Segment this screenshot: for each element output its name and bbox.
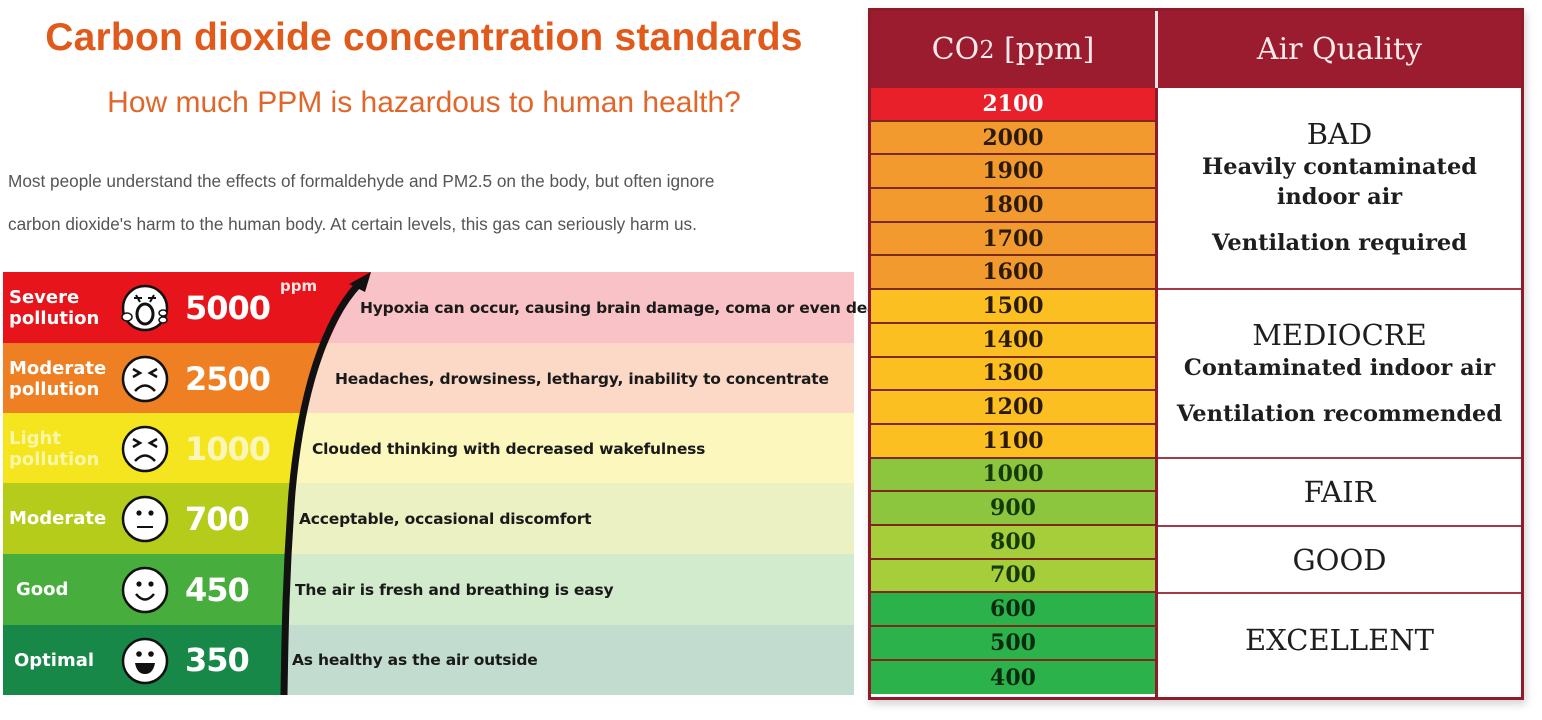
quality-grade: MEDIOCRE <box>1252 317 1427 352</box>
quality-grade: FAIR <box>1303 475 1376 509</box>
co2-air-quality-table: CO 2 [ppm] Air Quality 2100 2000 1900 180… <box>868 8 1524 700</box>
quality-note: indoor air <box>1276 184 1403 210</box>
quality-group-mediocre: MEDIOCRE Contaminated indoor air Ventila… <box>1158 290 1521 459</box>
quality-group-excellent: EXCELLENT <box>1158 594 1521 697</box>
column-header-co2: CO 2 [ppm] <box>931 32 1095 67</box>
column-divider <box>1155 88 1158 697</box>
ppm-row: 1500 <box>871 290 1155 324</box>
scale-row-optimal: As healthy as the air outside <box>3 625 854 695</box>
co2-health-scale: Hypoxia can occur, causing brain damage,… <box>3 272 896 695</box>
intro-paragraph: Most people understand the effects of fo… <box>8 160 858 246</box>
level-description: Clouded thinking with decreased wakefuln… <box>312 439 706 458</box>
ppm-row: 1400 <box>871 323 1155 358</box>
scale-row-moderate-pollution: Headaches, drowsiness, lethargy, inabili… <box>3 343 854 414</box>
quality-note: Ventilation required <box>1212 230 1467 256</box>
ppm-row: 1800 <box>871 189 1155 223</box>
page-subtitle: How much PPM is hazardous to human healt… <box>107 86 741 119</box>
level-description: As healthy as the air outside <box>292 651 538 669</box>
ppm-row: 1600 <box>871 256 1155 291</box>
level-description: Hypoxia can occur, causing brain damage,… <box>360 298 896 317</box>
scale-row-severe: Hypoxia can occur, causing brain damage,… <box>3 272 896 343</box>
level-description: Headaches, drowsiness, lethargy, inabili… <box>335 369 829 388</box>
quality-grade: GOOD <box>1292 542 1387 577</box>
level-description: The air is fresh and breathing is easy <box>295 580 614 599</box>
scale-row-light-pollution: Clouded thinking with decreased wakefuln… <box>3 413 854 484</box>
ppm-row: 2100 <box>871 88 1155 122</box>
ppm-row: 500 <box>871 627 1155 661</box>
header-divider <box>1155 11 1158 88</box>
ppm-row: 1300 <box>871 357 1155 392</box>
quality-group-bad: BAD Heavily contaminated indoor air Vent… <box>1158 88 1521 290</box>
ppm-row: 1900 <box>871 155 1155 190</box>
ppm-row: 700 <box>871 559 1155 594</box>
ppm-row: 600 <box>871 593 1155 627</box>
ppm-row: 2000 <box>871 121 1155 156</box>
scale-row-moderate: Acceptable, occasional discomfort <box>3 483 854 554</box>
quality-note: Ventilation recommended <box>1176 400 1503 427</box>
quality-grade: EXCELLENT <box>1244 622 1435 657</box>
ppm-column: 2100 2000 1900 1800 1700 1600 1500 1400 … <box>871 88 1155 695</box>
ppm-row: 1000 <box>871 458 1155 493</box>
ppm-row: 1700 <box>871 222 1155 257</box>
ppm-row: 400 <box>871 660 1155 695</box>
table-header: CO 2 [ppm] Air Quality <box>871 11 1521 88</box>
quality-note: Contaminated indoor air <box>1183 354 1496 381</box>
quality-grade: BAD <box>1306 117 1373 151</box>
quality-group-fair: FAIR <box>1158 459 1521 527</box>
page-title: Carbon dioxide concentration standards <box>45 16 803 59</box>
quality-group-good: GOOD <box>1158 527 1521 594</box>
ppm-unit-label: ppm <box>280 277 318 295</box>
intro-line-1: Most people understand the effects of fo… <box>8 171 715 191</box>
ppm-row: 900 <box>871 492 1155 526</box>
ppm-row: 1100 <box>871 424 1155 459</box>
scale-row-good: The air is fresh and breathing is easy <box>3 554 854 625</box>
intro-line-2: carbon dioxide's harm to the human body.… <box>8 214 697 234</box>
level-description: Acceptable, occasional discomfort <box>299 509 592 528</box>
ppm-row: 800 <box>871 525 1155 560</box>
quality-note: Heavily contaminated <box>1202 154 1477 180</box>
ppm-row: 1200 <box>871 391 1155 425</box>
column-header-air-quality: Air Quality <box>1256 32 1423 67</box>
